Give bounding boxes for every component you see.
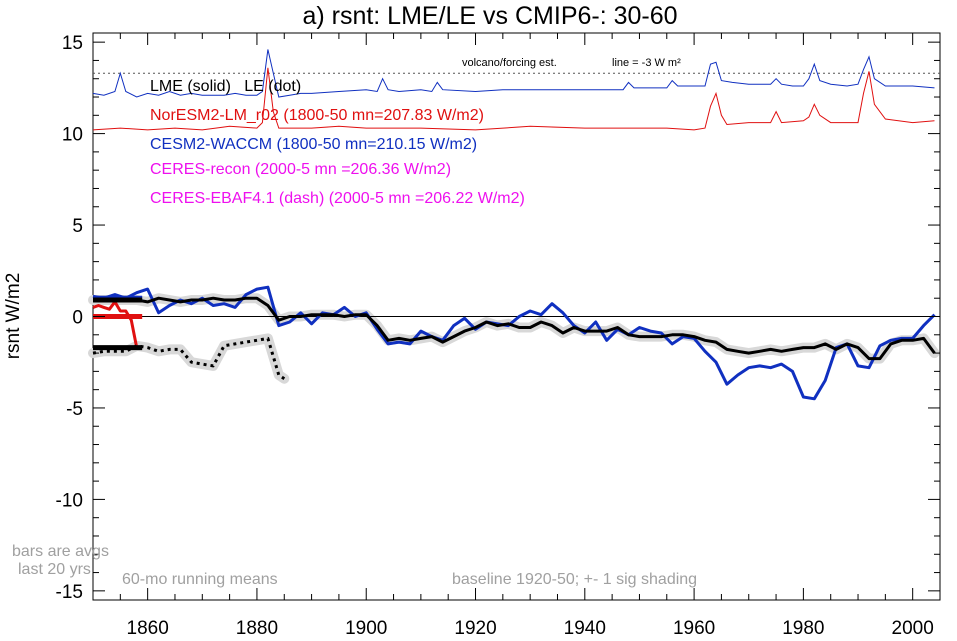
y-tick-label: -15 [56, 582, 83, 603]
y-tick-label: 10 [62, 125, 83, 146]
series-line-noresm2-lm-r02 [92, 300, 139, 348]
y-tick-label: -5 [66, 399, 83, 420]
x-tick-label: 1900 [345, 618, 387, 639]
bars-note-line1: bars are avgs [12, 543, 109, 560]
y-tick-label: 0 [72, 308, 83, 329]
forcing-line-cesm2-waccm-forcing [92, 49, 935, 98]
x-tick-label: 1980 [782, 618, 824, 639]
bars-note-line2: last 20 yrs [18, 561, 91, 578]
y-tick-label: -10 [56, 490, 83, 511]
baseline-note: baseline 1920-50; +- 1 sig shading [452, 571, 697, 588]
x-tick-label: 1880 [236, 618, 278, 639]
x-tick-label: 1960 [673, 618, 715, 639]
y-tick-label: 5 [72, 216, 83, 237]
series-line-cesm2-waccm [92, 285, 936, 401]
legend-entry-cesm: CESM2-WACCM (1800-50 mn=210.15 W/m2) [150, 136, 477, 153]
uncertainty-shading [88, 293, 940, 384]
legend-entry-ceres-ebaf: CERES-EBAF4.1 (dash) (2000-5 mn =206.22 … [150, 190, 525, 207]
chart-title: a) rsnt: LME/LE vs CMIP6-: 30-60 [302, 2, 677, 30]
forcing-line-noresm2-lm-r02-forcing [92, 67, 935, 131]
y-axis-label: rsnt W/m2 [3, 273, 24, 360]
x-tick-label: 1940 [564, 618, 606, 639]
reference-line-label-right: line = -3 W m² [612, 57, 681, 69]
legend-entry-noresm: NorESM2-LM_r02 (1800-50 mn=207.83 W/m2) [150, 107, 484, 124]
x-tick-label: 1920 [454, 618, 496, 639]
y-tick-label: 15 [62, 33, 83, 54]
axes: 1860 1880 1900 1920 1940 1960 1980 2000 -15 -10 -5… [56, 33, 940, 639]
x-tick-label: 2000 [892, 618, 934, 639]
legend-entry-ceres-recon: CERES-recon (2000-5 mn =206.36 W/m2) [150, 161, 451, 178]
reference-lines [93, 72, 940, 317]
shading-le [88, 333, 290, 384]
legend-entry-lme-le: LME (solid) LE (dot) [150, 78, 301, 95]
series-line-lme [93, 296, 936, 361]
series-line-le [92, 336, 286, 380]
legend: LME (solid) LE (dot) NorESM2-LM_r02 (180… [150, 78, 525, 207]
series-lines [92, 49, 936, 401]
reference-line-label-left: volcano/forcing est. [462, 57, 557, 69]
running-means-note: 60-mo running means [122, 571, 278, 588]
x-tick-label: 1860 [127, 618, 169, 639]
